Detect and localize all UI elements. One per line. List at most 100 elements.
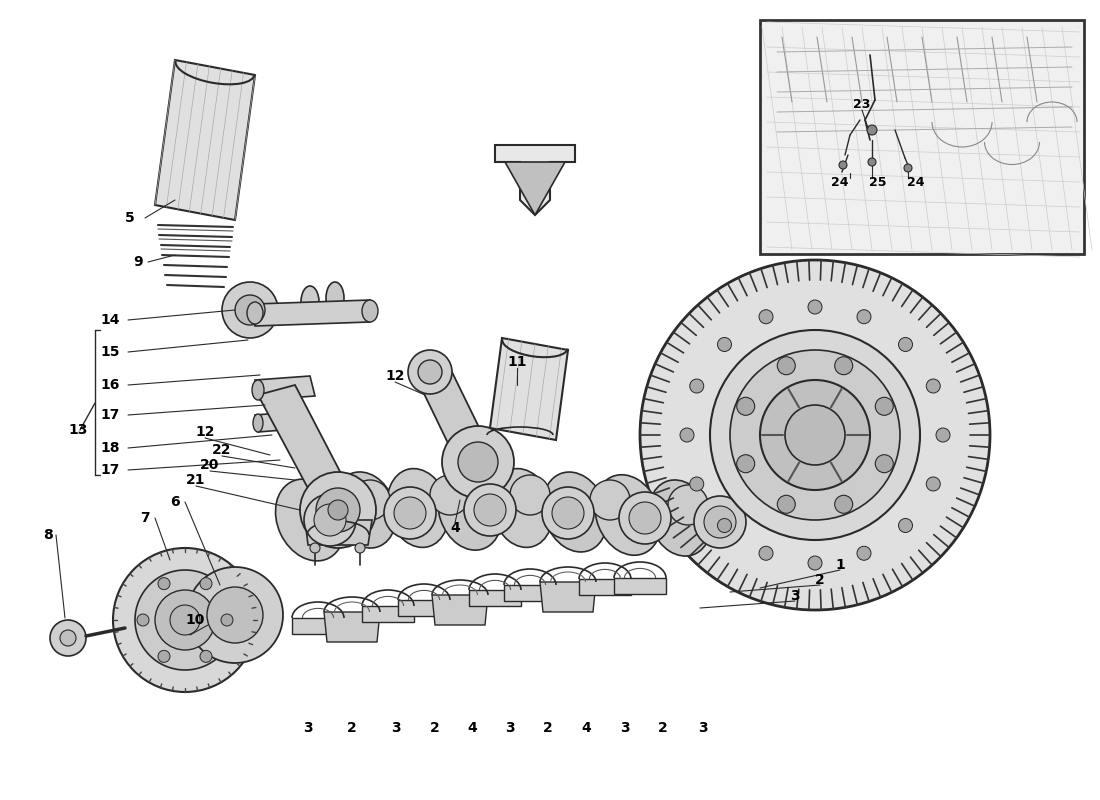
Text: 24: 24 — [908, 177, 925, 190]
Polygon shape — [362, 606, 414, 622]
Polygon shape — [505, 162, 565, 215]
Text: 11: 11 — [507, 355, 527, 369]
Text: 12: 12 — [385, 369, 405, 383]
Circle shape — [430, 475, 470, 515]
Circle shape — [170, 605, 200, 635]
Text: 10: 10 — [185, 613, 205, 627]
Circle shape — [442, 426, 514, 498]
Ellipse shape — [542, 472, 607, 552]
Text: 24: 24 — [832, 177, 849, 190]
Circle shape — [408, 350, 452, 394]
Circle shape — [135, 570, 235, 670]
Text: 14: 14 — [100, 313, 120, 327]
Circle shape — [668, 485, 708, 525]
Circle shape — [835, 357, 852, 374]
Circle shape — [904, 164, 912, 172]
Text: 18: 18 — [100, 441, 120, 455]
Circle shape — [926, 379, 940, 393]
Circle shape — [710, 330, 920, 540]
Ellipse shape — [492, 469, 553, 547]
Polygon shape — [292, 618, 344, 634]
Circle shape — [552, 497, 584, 529]
Text: 22: 22 — [212, 443, 232, 457]
Circle shape — [629, 502, 661, 534]
Ellipse shape — [326, 282, 344, 314]
Circle shape — [690, 477, 704, 491]
Text: 2: 2 — [348, 721, 356, 735]
Circle shape — [458, 442, 498, 482]
Ellipse shape — [438, 470, 502, 550]
Circle shape — [690, 379, 704, 393]
Circle shape — [737, 398, 755, 415]
Circle shape — [926, 477, 940, 491]
Text: 2: 2 — [430, 721, 440, 735]
Text: 23: 23 — [854, 98, 871, 110]
Ellipse shape — [301, 286, 319, 318]
Text: 3: 3 — [505, 721, 515, 735]
Circle shape — [868, 158, 876, 166]
Circle shape — [60, 630, 76, 646]
Circle shape — [899, 338, 913, 351]
Circle shape — [350, 480, 390, 520]
Circle shape — [778, 495, 795, 514]
Ellipse shape — [333, 472, 396, 548]
Text: 2: 2 — [815, 573, 825, 587]
Circle shape — [464, 484, 516, 536]
Polygon shape — [469, 590, 521, 606]
Circle shape — [155, 590, 214, 650]
Circle shape — [235, 295, 265, 325]
FancyBboxPatch shape — [760, 20, 1084, 254]
Circle shape — [839, 161, 847, 169]
Circle shape — [680, 428, 694, 442]
Polygon shape — [305, 520, 372, 545]
Ellipse shape — [252, 380, 264, 400]
Circle shape — [785, 405, 845, 465]
Circle shape — [418, 360, 442, 384]
Circle shape — [355, 543, 365, 553]
Circle shape — [310, 543, 320, 553]
Text: 3: 3 — [392, 721, 400, 735]
Circle shape — [867, 125, 877, 135]
Circle shape — [730, 350, 900, 520]
Circle shape — [158, 650, 170, 662]
Polygon shape — [398, 600, 450, 616]
Text: 4: 4 — [468, 721, 477, 735]
Polygon shape — [490, 338, 568, 440]
Circle shape — [694, 496, 746, 548]
Text: 21: 21 — [186, 473, 206, 487]
Polygon shape — [255, 300, 370, 326]
Circle shape — [899, 518, 913, 533]
Polygon shape — [579, 579, 631, 595]
Text: 7: 7 — [140, 511, 150, 525]
Circle shape — [300, 472, 376, 548]
Circle shape — [328, 500, 348, 520]
Circle shape — [717, 338, 732, 351]
Polygon shape — [504, 585, 556, 601]
Ellipse shape — [275, 479, 344, 561]
Circle shape — [510, 475, 550, 515]
Text: 13: 13 — [68, 423, 88, 437]
Circle shape — [857, 546, 871, 560]
Text: 3: 3 — [620, 721, 630, 735]
Text: 17: 17 — [100, 463, 120, 477]
Circle shape — [158, 578, 170, 590]
Text: 20: 20 — [200, 458, 220, 472]
Circle shape — [590, 480, 630, 520]
Circle shape — [759, 310, 773, 324]
Text: 15: 15 — [100, 345, 120, 359]
Text: 17: 17 — [100, 408, 120, 422]
Circle shape — [187, 567, 283, 663]
Polygon shape — [495, 145, 575, 215]
Text: 2: 2 — [543, 721, 553, 735]
Circle shape — [222, 282, 278, 338]
Text: 3: 3 — [698, 721, 707, 735]
Circle shape — [221, 614, 233, 626]
Ellipse shape — [253, 414, 263, 432]
Text: 3: 3 — [790, 589, 800, 603]
Text: 6: 6 — [170, 495, 179, 509]
Circle shape — [207, 587, 263, 643]
Circle shape — [835, 495, 852, 514]
Circle shape — [50, 620, 86, 656]
Circle shape — [760, 380, 870, 490]
Circle shape — [316, 488, 360, 532]
